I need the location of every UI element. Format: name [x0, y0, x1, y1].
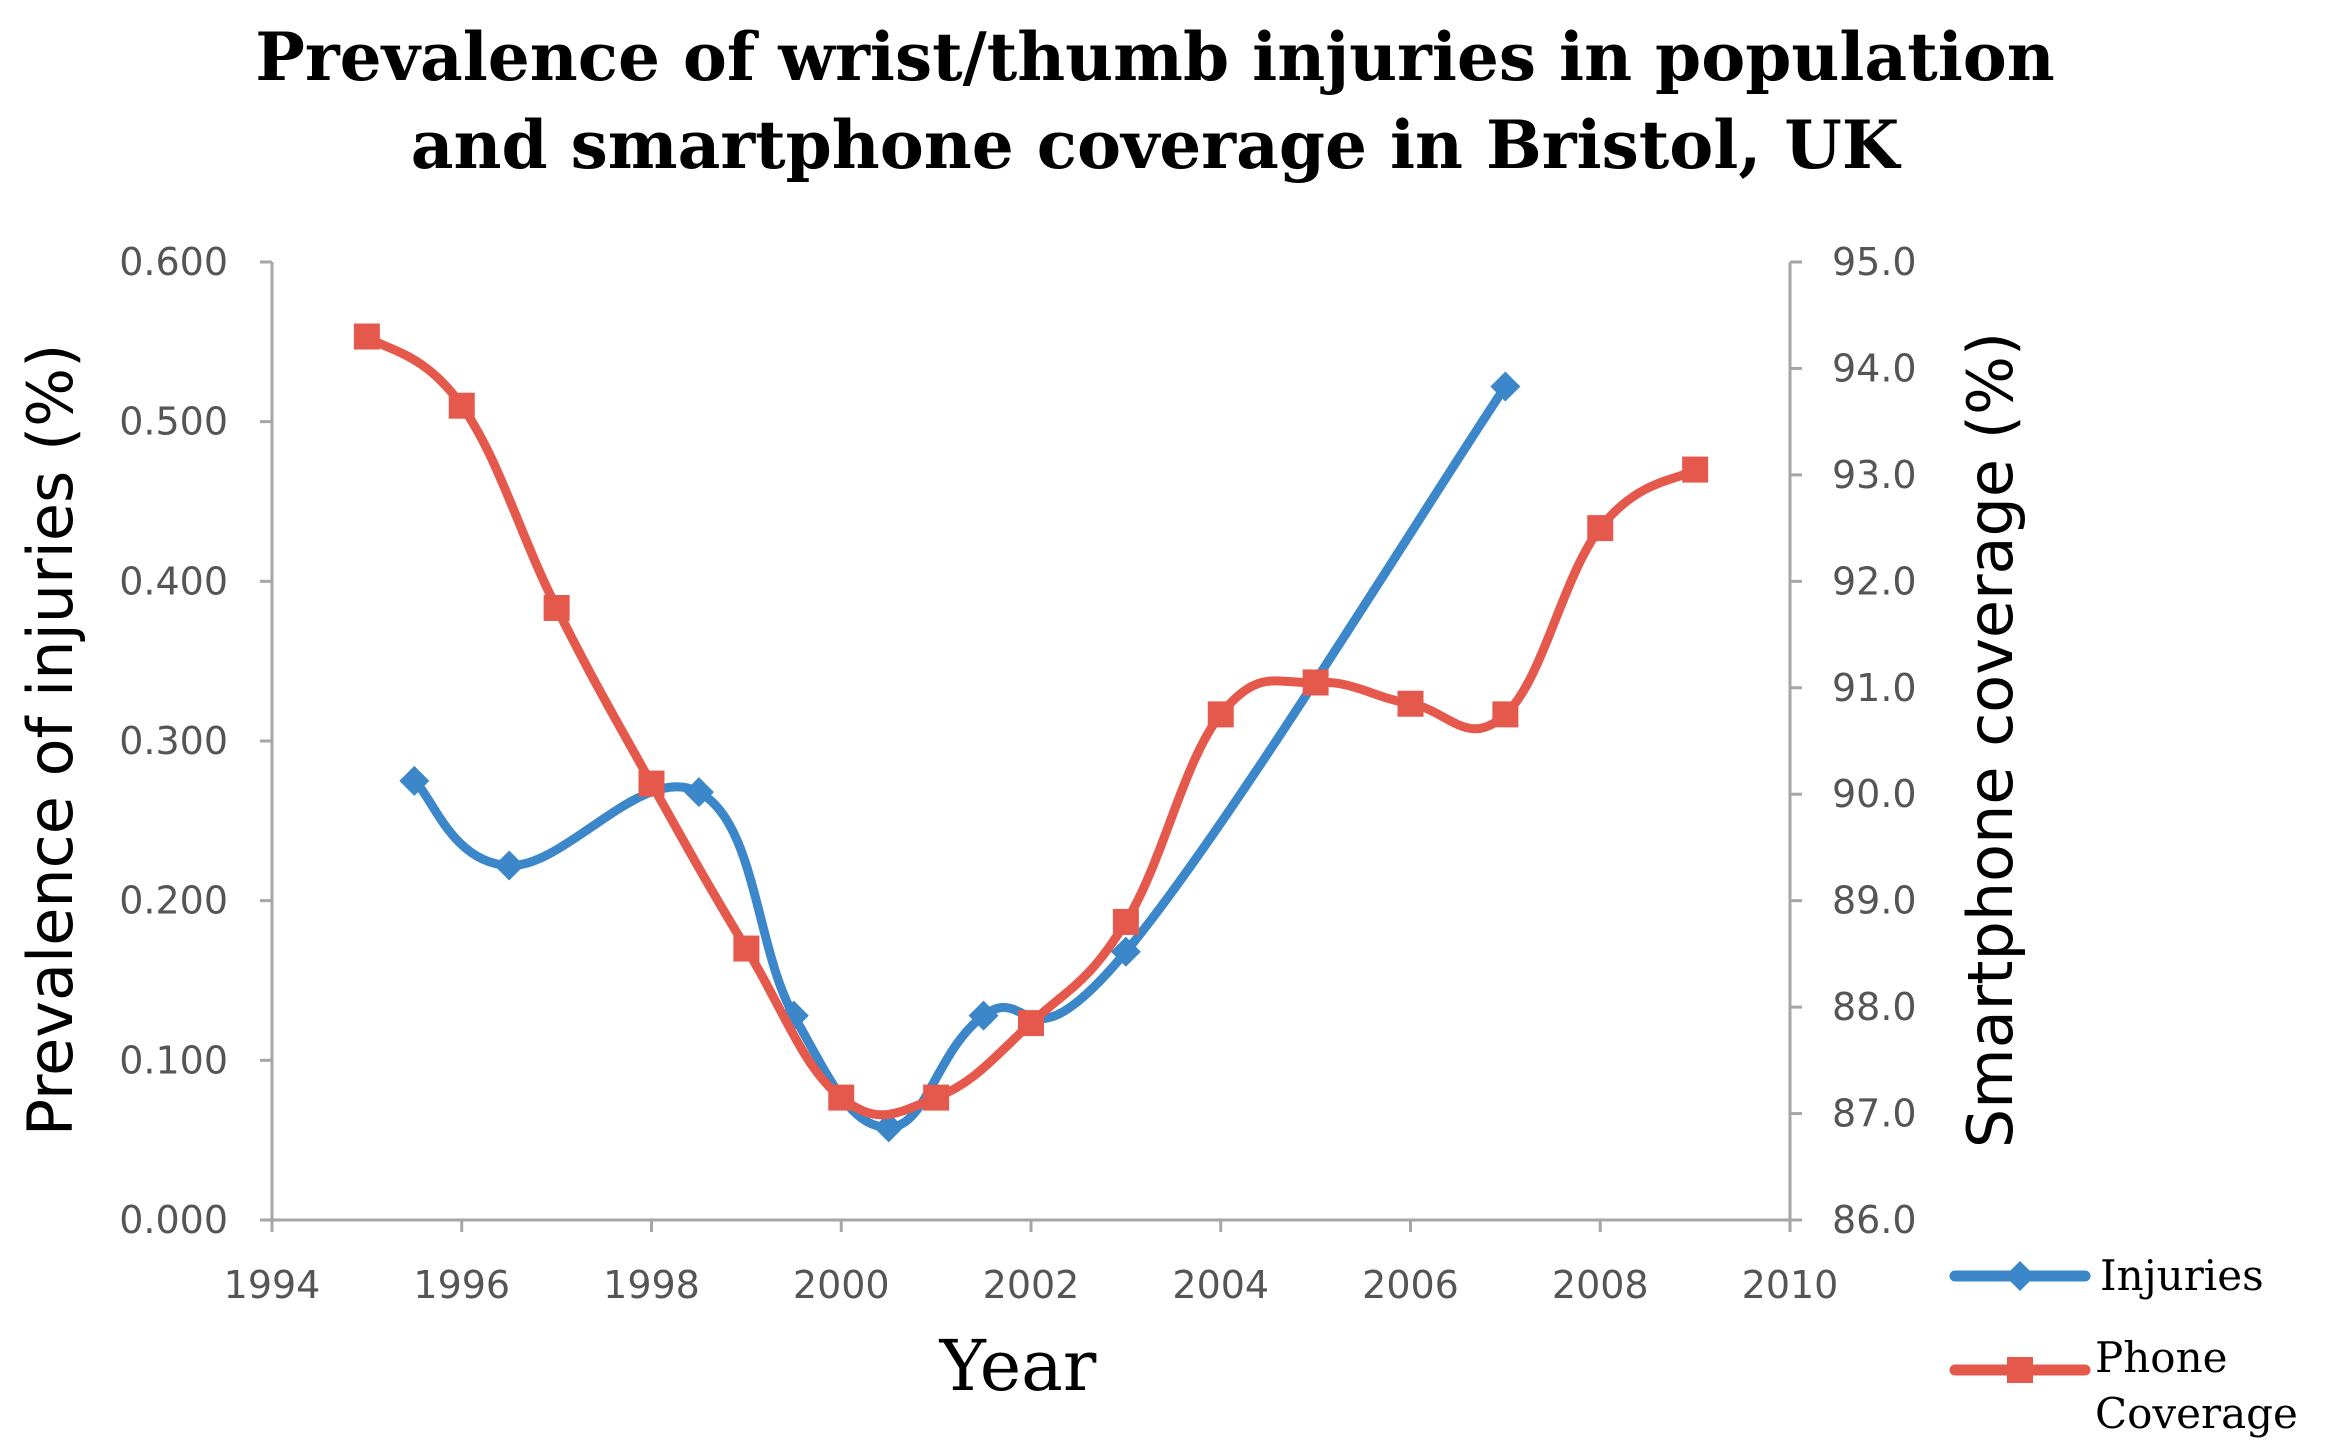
data-point — [543, 594, 570, 621]
data-point — [923, 1084, 950, 1111]
data-point — [873, 1112, 904, 1143]
data-point — [1207, 701, 1234, 728]
y-left-tick-label: 0.100 — [119, 1038, 228, 1082]
y-right-tick-label: 89.0 — [1832, 879, 1917, 923]
y-axis-left-title: Prevalence of injuries (%) — [14, 344, 87, 1137]
x-tick-label: 1996 — [413, 1263, 510, 1307]
data-point — [828, 1084, 855, 1111]
x-tick-label: 1998 — [603, 1263, 700, 1307]
data-point — [1397, 690, 1424, 717]
y-left-tick-label: 0.400 — [119, 559, 228, 603]
data-point — [448, 392, 475, 419]
x-axis-title: Year — [939, 1325, 1097, 1407]
legend-item: Injuries — [1949, 1251, 2264, 1300]
y-right-tick-label: 92.0 — [1832, 559, 1917, 603]
y-left-tick-label: 0.600 — [119, 240, 228, 284]
data-point — [1110, 936, 1141, 967]
legend-swatch-marker — [2007, 1357, 2033, 1383]
y-left-tick-label: 0.300 — [119, 719, 228, 763]
x-tick-label: 2010 — [1742, 1263, 1839, 1307]
legend-label: Phone — [2095, 1333, 2228, 1382]
legend-label: Injuries — [2100, 1251, 2264, 1300]
y-left-tick-label: 0.500 — [119, 400, 228, 444]
y-left-tick-label: 0.000 — [119, 1198, 228, 1242]
data-point — [1490, 371, 1521, 402]
legend-item: Phone Coverage — [1949, 1333, 2298, 1438]
data-point — [683, 777, 714, 808]
series-0 — [399, 371, 1521, 1143]
data-point — [1018, 1010, 1044, 1037]
y-right-tick-label: 86.0 — [1832, 1198, 1917, 1242]
chart-title-line-2: and smartphone coverage in Bristol, UK — [411, 106, 1902, 184]
x-tick-label: 2002 — [983, 1263, 1080, 1307]
chart-title-line-1: Prevalence of wrist/thumb injuries in po… — [255, 18, 2055, 96]
y-left-tick-label: 0.200 — [119, 879, 228, 923]
series-1 — [353, 323, 1709, 1120]
x-tick-label: 2008 — [1552, 1263, 1649, 1307]
data-point — [1112, 908, 1139, 935]
data-point — [1682, 456, 1709, 483]
axes: 0.000 0.100 0.200 0.300 0.400 0.500 0.600 86.0 8… — [119, 240, 1916, 1307]
data-point — [399, 765, 430, 796]
x-tick-label: 2004 — [1172, 1263, 1269, 1307]
data-point — [1302, 669, 1329, 696]
legend: Injuries Phone Coverage — [1949, 1251, 2298, 1438]
y-right-tick-label: 87.0 — [1832, 1092, 1917, 1136]
legend-label: Coverage — [2095, 1389, 2298, 1438]
data-point — [1492, 701, 1519, 728]
data-point — [353, 323, 380, 350]
series-line — [409, 382, 1510, 1132]
x-tick-label: 1994 — [224, 1263, 321, 1307]
y-right-tick-label: 94.0 — [1832, 346, 1917, 390]
x-tick-label: 2006 — [1362, 1263, 1459, 1307]
data-point — [494, 850, 525, 881]
y-right-tick-label: 91.0 — [1832, 666, 1917, 710]
y-axis-right-title: Smartphone coverage (%) — [1954, 332, 2027, 1148]
chart-title: Prevalence of wrist/thumb injuries in po… — [255, 18, 2055, 184]
y-right-tick-label: 88.0 — [1832, 985, 1917, 1029]
data-point — [638, 770, 665, 797]
data-point — [733, 935, 760, 962]
plot-series — [353, 323, 1709, 1143]
y-right-tick-label: 93.0 — [1832, 453, 1917, 497]
data-point — [968, 1000, 999, 1031]
y-right-tick-label: 95.0 — [1832, 240, 1917, 284]
y-right-tick-label: 90.0 — [1832, 772, 1917, 816]
data-point — [778, 1000, 809, 1031]
data-point — [1587, 515, 1614, 542]
legend-swatch-marker — [2005, 1261, 2035, 1291]
x-tick-label: 2000 — [793, 1263, 890, 1307]
